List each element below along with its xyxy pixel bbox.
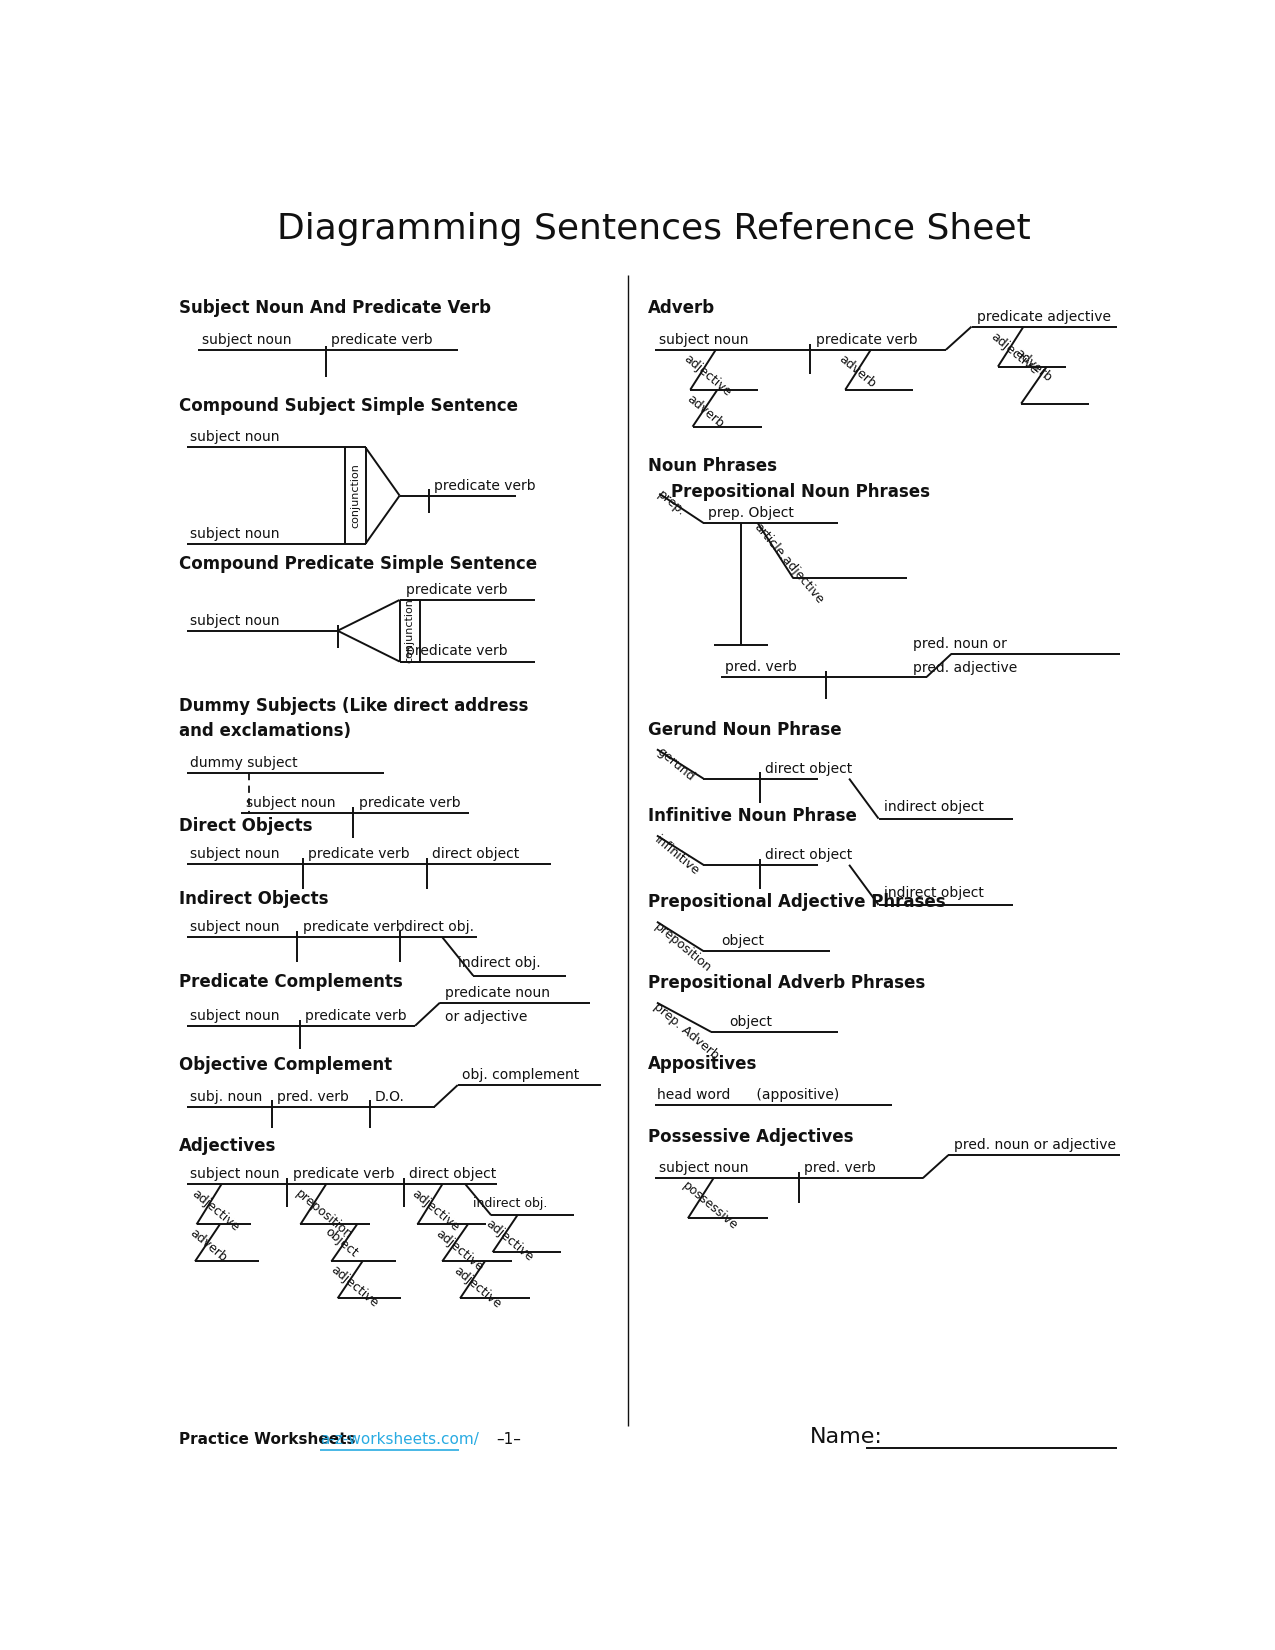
Text: indirect obj.: indirect obj. — [473, 1196, 548, 1209]
Text: Practice Worksheets: Practice Worksheets — [179, 1432, 356, 1447]
Text: subject noun: subject noun — [190, 431, 280, 444]
Text: adjective: adjective — [988, 330, 1040, 378]
Text: subj. noun: subj. noun — [190, 1089, 263, 1104]
Text: object: object — [722, 934, 764, 949]
Text: gerund: gerund — [654, 746, 696, 784]
Text: predicate verb: predicate verb — [332, 333, 434, 346]
Text: direct object: direct object — [432, 846, 519, 861]
Text: adjective: adjective — [483, 1218, 536, 1264]
Text: Appositives: Appositives — [648, 1054, 757, 1072]
Text: subject noun: subject noun — [190, 846, 280, 861]
Text: Prepositional Adjective Phrases: Prepositional Adjective Phrases — [648, 893, 945, 911]
Text: indirect object: indirect object — [884, 886, 984, 901]
Text: Gerund Noun Phrase: Gerund Noun Phrase — [648, 721, 842, 739]
Text: predicate verb: predicate verb — [305, 1008, 407, 1023]
Text: direct obj.: direct obj. — [404, 921, 474, 934]
Text: prep.: prep. — [655, 488, 688, 520]
Text: object: object — [323, 1226, 360, 1261]
Text: adjective: adjective — [682, 351, 734, 399]
Text: predicate verb: predicate verb — [309, 846, 409, 861]
Text: predicate verb: predicate verb — [358, 797, 460, 810]
Text: subject noun: subject noun — [190, 921, 280, 934]
Text: Objective Complement: Objective Complement — [179, 1056, 391, 1074]
Text: article.adjective: article.adjective — [751, 521, 826, 607]
Text: possessive: possessive — [680, 1180, 741, 1233]
Text: Indirect Objects: Indirect Objects — [179, 889, 328, 908]
Text: pred. verb: pred. verb — [805, 1162, 876, 1175]
Text: adverb: adverb — [1012, 346, 1054, 384]
Text: prep. Object: prep. Object — [708, 507, 794, 520]
Text: subject noun: subject noun — [190, 526, 280, 541]
Text: subject noun: subject noun — [190, 614, 280, 627]
Text: predicate verb: predicate verb — [302, 921, 404, 934]
Text: pred. noun or adjective: pred. noun or adjective — [954, 1138, 1116, 1152]
Text: Diagramming Sentences Reference Sheet: Diagramming Sentences Reference Sheet — [277, 211, 1030, 246]
Text: pred. adjective: pred. adjective — [913, 662, 1017, 675]
Text: Adjectives: Adjectives — [179, 1137, 277, 1155]
Text: direct object: direct object — [765, 848, 853, 861]
Text: Prepositional Adverb Phrases: Prepositional Adverb Phrases — [648, 974, 924, 992]
Text: dummy subject: dummy subject — [190, 756, 298, 771]
Text: Infinitive Noun Phrase: Infinitive Noun Phrase — [648, 807, 857, 825]
Text: preposition: preposition — [652, 919, 714, 975]
Text: preposition: preposition — [293, 1186, 354, 1241]
Text: direct object: direct object — [765, 762, 853, 776]
Text: indirect obj.: indirect obj. — [458, 957, 541, 970]
Text: Direct Objects: Direct Objects — [179, 817, 312, 835]
Text: adverb: adverb — [187, 1226, 230, 1266]
Text: predicate verb: predicate verb — [816, 333, 918, 346]
Text: a-z-worksheets.com/: a-z-worksheets.com/ — [320, 1432, 478, 1447]
Text: –1–: –1– — [496, 1432, 521, 1447]
Text: Dummy Subjects (Like direct address: Dummy Subjects (Like direct address — [179, 698, 528, 716]
Text: adjective: adjective — [329, 1262, 381, 1310]
Text: conjunction: conjunction — [351, 464, 361, 528]
Text: subject noun: subject noun — [659, 1162, 748, 1175]
Text: subject noun: subject noun — [190, 1008, 280, 1023]
Text: adverb: adverb — [685, 393, 725, 431]
Text: Possessive Adjectives: Possessive Adjectives — [648, 1129, 853, 1145]
Text: and exclamations): and exclamations) — [179, 723, 351, 741]
Text: Name:: Name: — [811, 1427, 884, 1447]
Text: predicate noun: predicate noun — [445, 985, 550, 1000]
Text: indirect object: indirect object — [884, 800, 984, 813]
Text: Adverb: Adverb — [648, 299, 715, 317]
Text: prep. Adverb: prep. Adverb — [650, 1000, 720, 1063]
Text: predicate verb: predicate verb — [405, 582, 507, 597]
Text: adjective: adjective — [451, 1264, 504, 1310]
Text: Predicate Complements: Predicate Complements — [179, 974, 403, 992]
Text: or adjective: or adjective — [445, 1010, 527, 1025]
Text: subject noun: subject noun — [659, 333, 748, 346]
Text: (appositive): (appositive) — [752, 1087, 839, 1102]
Text: predicate verb: predicate verb — [293, 1167, 394, 1181]
Text: pred. noun or: pred. noun or — [913, 637, 1006, 650]
Text: adverb: adverb — [836, 351, 878, 389]
Text: predicate verb: predicate verb — [434, 478, 536, 493]
Text: subject noun: subject noun — [201, 333, 292, 346]
Text: adjective: adjective — [434, 1226, 486, 1274]
Text: adjective: adjective — [189, 1186, 241, 1234]
Text: D.O.: D.O. — [375, 1089, 404, 1104]
Text: obj. complement: obj. complement — [462, 1068, 579, 1082]
Text: infinitive: infinitive — [653, 833, 703, 878]
Text: predicate adjective: predicate adjective — [977, 310, 1111, 323]
Text: pred. verb: pred. verb — [277, 1089, 349, 1104]
Text: object: object — [729, 1015, 771, 1030]
Text: Compound Subject Simple Sentence: Compound Subject Simple Sentence — [179, 398, 518, 416]
Text: conjunction: conjunction — [404, 599, 414, 663]
Text: Noun Phrases: Noun Phrases — [648, 457, 776, 475]
Text: Prepositional Noun Phrases: Prepositional Noun Phrases — [671, 482, 929, 500]
Text: pred. verb: pred. verb — [725, 660, 797, 673]
Text: subject noun: subject noun — [246, 797, 335, 810]
Text: Compound Predicate Simple Sentence: Compound Predicate Simple Sentence — [179, 554, 537, 573]
Text: Subject Noun And Predicate Verb: Subject Noun And Predicate Verb — [179, 299, 491, 317]
Text: direct object: direct object — [409, 1167, 496, 1181]
Text: adjective: adjective — [409, 1186, 462, 1234]
Text: predicate verb: predicate verb — [405, 645, 507, 658]
Text: head word: head word — [657, 1087, 731, 1102]
Text: subject noun: subject noun — [190, 1167, 280, 1181]
